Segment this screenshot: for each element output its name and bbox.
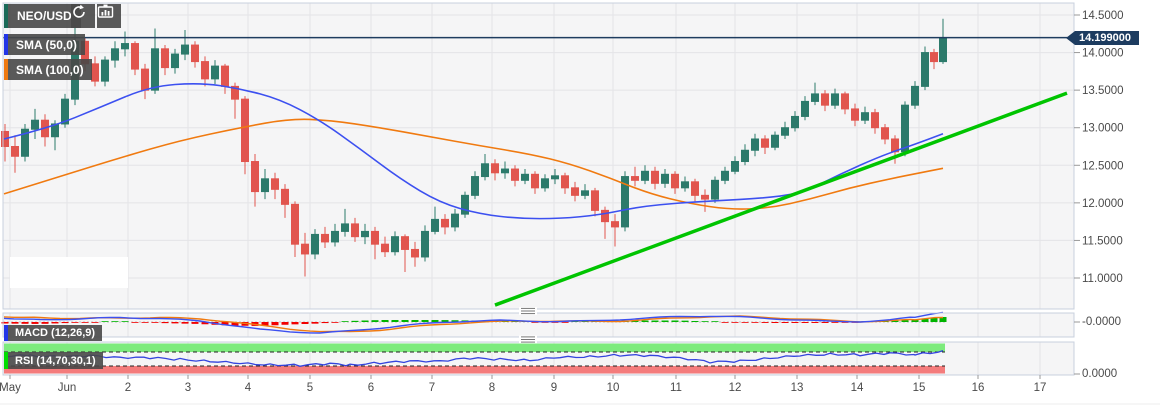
svg-text:14: 14 — [851, 382, 864, 394]
svg-text:11: 11 — [670, 382, 682, 394]
svg-text:17: 17 — [1034, 382, 1047, 394]
svg-text:13.0000: 13.0000 — [1082, 123, 1124, 135]
macd-label: MACD (12,26,9) — [15, 327, 96, 339]
sma100-label: SMA (100,0) — [16, 62, 84, 77]
svg-text:10: 10 — [607, 382, 620, 394]
svg-text:Jun: Jun — [58, 382, 77, 394]
svg-text:15: 15 — [913, 382, 926, 394]
svg-text:16: 16 — [972, 382, 985, 394]
panel-resize-handle[interactable] — [519, 335, 537, 344]
svg-text:5: 5 — [307, 382, 313, 394]
rsi-label: RSI (14,70,30,1) — [15, 354, 96, 367]
symbol-label: NEO/USD — [17, 9, 72, 23]
svg-text:8: 8 — [489, 382, 495, 394]
svg-text:0.0000: 0.0000 — [1082, 368, 1117, 380]
svg-text:7: 7 — [429, 382, 435, 394]
svg-text:3: 3 — [185, 382, 191, 394]
macd-legend: MACD (12,26,9) — [4, 325, 103, 341]
svg-text:12.0000: 12.0000 — [1082, 198, 1124, 210]
sma50-legend: SMA (50,0) — [4, 34, 85, 55]
svg-text:14.0000: 14.0000 — [1082, 48, 1124, 60]
macd-layer — [1, 311, 947, 334]
svg-text:-0.0000: -0.0000 — [1082, 316, 1121, 328]
panel-resize-handle[interactable] — [519, 307, 537, 315]
watermark-box — [10, 257, 128, 288]
svg-text:13.5000: 13.5000 — [1082, 85, 1124, 97]
candlestick-layer — [1, 18, 947, 277]
sma50-label: SMA (50,0) — [16, 37, 77, 52]
refresh-button[interactable] — [71, 4, 95, 28]
svg-text:4: 4 — [245, 382, 252, 394]
svg-text:12.5000: 12.5000 — [1082, 160, 1124, 172]
rsi-layer — [3, 343, 945, 374]
price-axis: 14.5000 14.0000 13.5000 13.0000 12.5000 12.00… — [1074, 10, 1124, 380]
svg-text:9: 9 — [551, 382, 557, 394]
svg-text:13: 13 — [791, 382, 804, 394]
sma100-legend: SMA (100,0) — [4, 59, 92, 80]
last-price-badge: 14.199000 — [1066, 31, 1139, 45]
macd-signal-line — [3, 315, 944, 333]
svg-text:2: 2 — [125, 382, 131, 394]
macd-line — [3, 311, 944, 334]
time-axis: May Jun 2 3 4 5 6 7 8 9 10 11 12 13 14 15 16 17 — [0, 375, 1160, 405]
svg-text:11.5000: 11.5000 — [1082, 235, 1123, 247]
trendline — [494, 91, 1068, 307]
svg-text:12: 12 — [729, 382, 742, 394]
chart-snapshot-button[interactable] — [97, 4, 121, 28]
sma100-line — [3, 118, 944, 210]
rsi-legend: RSI (14,70,30,1) — [4, 352, 103, 369]
svg-text:14.5000: 14.5000 — [1082, 10, 1124, 22]
svg-text:May: May — [0, 382, 21, 394]
svg-text:11.0000: 11.0000 — [1082, 273, 1123, 285]
svg-text:6: 6 — [368, 382, 374, 394]
rsi-line — [3, 349, 944, 367]
symbol-badge: NEO/USD — [4, 4, 81, 28]
